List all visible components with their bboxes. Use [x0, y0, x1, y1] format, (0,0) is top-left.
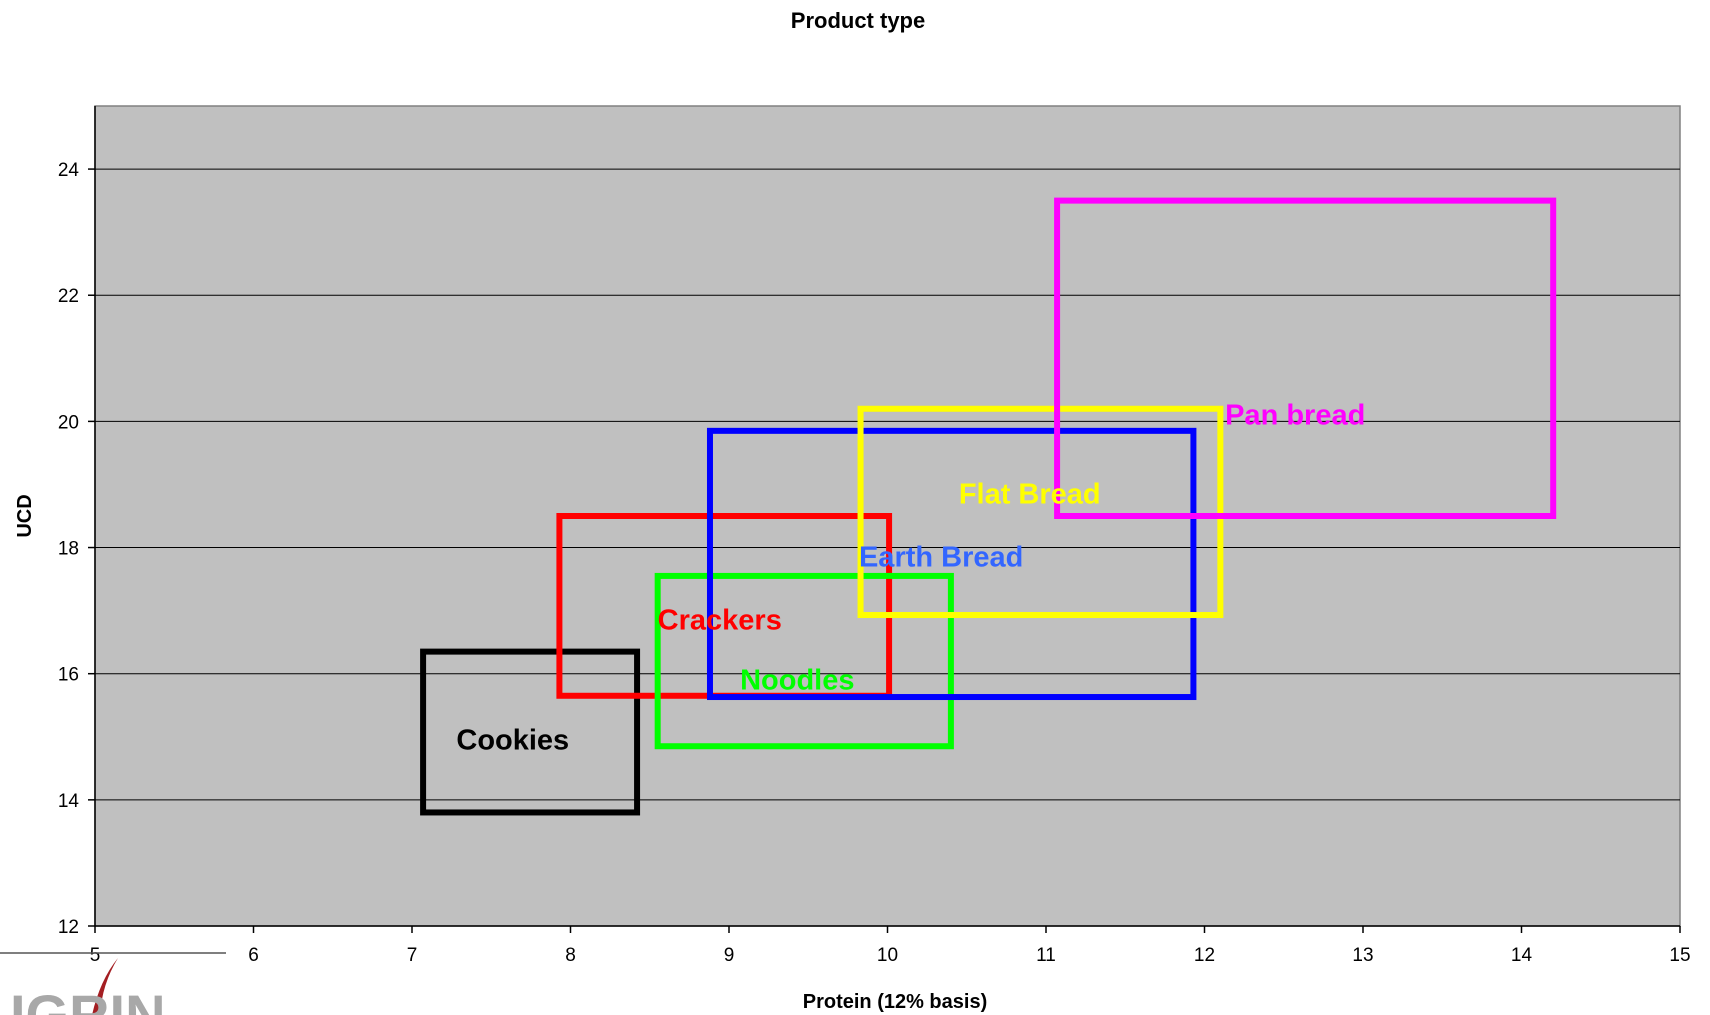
y-axis-label: UCD: [14, 494, 36, 537]
range-box-noodles: [654, 572, 954, 750]
logo-text: IGRIN: [10, 983, 166, 1015]
y-tick-label: 20: [58, 412, 79, 433]
logo-swoosh: [92, 958, 118, 1015]
x-tick-label: 11: [1036, 945, 1056, 966]
x-tick-label: 13: [1352, 945, 1373, 966]
box-label-flat-bread: Flat Bread: [959, 478, 1101, 510]
x-tick-label: 8: [565, 945, 576, 966]
box-label-earth-bread: Earth Bread: [859, 541, 1023, 573]
y-tick-label: 16: [58, 665, 79, 686]
y-tick-label: 22: [58, 286, 79, 307]
range-box-earth-bread: [706, 427, 1197, 701]
x-tick-label: 6: [248, 945, 259, 966]
gridlines: [95, 168, 1680, 801]
box-label-noodles: Noodles: [740, 664, 854, 696]
range-box-flat-bread: [857, 405, 1224, 619]
y-tick-label: 14: [58, 791, 80, 812]
range-box-pan-bread: [1054, 197, 1557, 519]
x-tick-label: 5: [90, 945, 101, 966]
y-tick-label: 24: [58, 160, 80, 181]
y-tick-label: 18: [58, 539, 79, 560]
y-axis-ticks: 12 14 16 18 20 22 24: [58, 160, 95, 938]
box-label-cookies: Cookies: [456, 724, 569, 756]
x-tick-label: 14: [1511, 945, 1533, 966]
x-tick-label: 7: [407, 945, 418, 966]
x-tick-label: 10: [877, 945, 898, 966]
box-label-pan-bread: Pan bread: [1225, 400, 1365, 432]
x-tick-label: 9: [724, 945, 735, 966]
chart-title: Product type: [791, 8, 925, 33]
y-tick-label: 12: [58, 917, 79, 938]
box-labels: Cookies Crackers Noodles Earth Bread Flat Br…: [456, 400, 1365, 757]
x-axis-ticks: 5 6 7 8 9 10 11 12 13 14 15: [90, 926, 1691, 966]
range-box-cookies: [420, 648, 641, 816]
box-label-crackers: Crackers: [658, 605, 782, 637]
range-boxes: [420, 197, 1557, 816]
x-tick-label: 12: [1194, 945, 1215, 966]
x-tick-label: 15: [1669, 945, 1690, 966]
x-axis-label: Protein (12% basis): [803, 991, 988, 1013]
logo: IGRIN: [0, 952, 226, 1015]
